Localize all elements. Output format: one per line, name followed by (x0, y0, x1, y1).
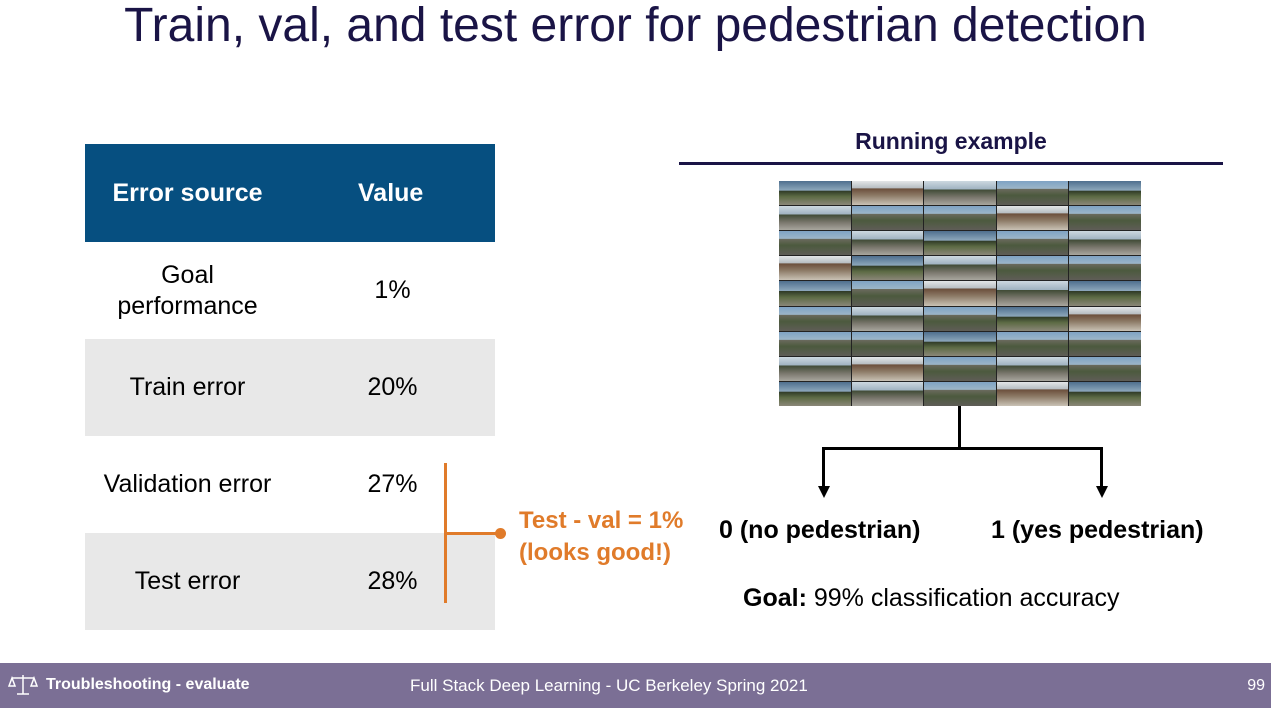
pedestrian-image-mosaic (779, 181, 1141, 406)
table-row: Validation error 27% (85, 436, 495, 533)
goal-text: 99% classification accuracy (806, 584, 1120, 612)
footer-section: Troubleshooting - evaluate (46, 676, 250, 693)
table-row: Train error 20% (85, 339, 495, 436)
row-source: Test error (134, 567, 241, 595)
header-error-source: Error source (112, 178, 263, 207)
tree-branch (822, 447, 1103, 450)
table-row: Goal performance 1% (85, 242, 495, 339)
class-no-pedestrian: 0 (no pedestrian) (719, 516, 921, 544)
tree-stem (958, 406, 961, 449)
goal-statement: Goal: 99% classification accuracy (743, 584, 1120, 613)
annotation-line-2: (looks good!) (519, 539, 671, 566)
row-value: 20% (367, 373, 418, 401)
slide-title: Train, val, and test error for pedestria… (124, 0, 1147, 52)
arrow-down-icon (1095, 486, 1108, 498)
arrow-down-icon (817, 486, 830, 498)
table-row: Test error 28% (85, 533, 495, 630)
table-header-row: Error source Value (85, 144, 495, 242)
tree-right-branch (1100, 447, 1103, 487)
row-value: 28% (367, 567, 418, 595)
row-source: Validation error (103, 470, 272, 498)
footer-bar: Troubleshooting - evaluate Full Stack De… (0, 663, 1271, 708)
row-value: 27% (367, 470, 418, 498)
title-underline (679, 162, 1223, 165)
error-table: Error source Value Goal performance 1% T… (85, 144, 495, 630)
bracket-dot (495, 528, 506, 539)
balance-scale-icon (8, 675, 38, 695)
header-value: Value (358, 178, 424, 207)
test-val-annotation: Test - val = 1% (looks good!) (519, 505, 683, 569)
row-value: 1% (374, 276, 411, 304)
footer-course: Full Stack Deep Learning - UC Berkeley S… (410, 676, 808, 695)
row-source: Goal performance (117, 260, 258, 320)
row-source: Train error (129, 373, 246, 401)
page-number: 99 (1247, 677, 1265, 694)
annotation-line-1: Test - val = 1% (519, 507, 684, 534)
tree-left-branch (822, 447, 825, 487)
class-yes-pedestrian: 1 (yes pedestrian) (991, 516, 1204, 544)
goal-label: Goal: (743, 584, 807, 612)
running-example-title: Running example (855, 128, 1047, 154)
bracket-connector-line (444, 532, 500, 535)
